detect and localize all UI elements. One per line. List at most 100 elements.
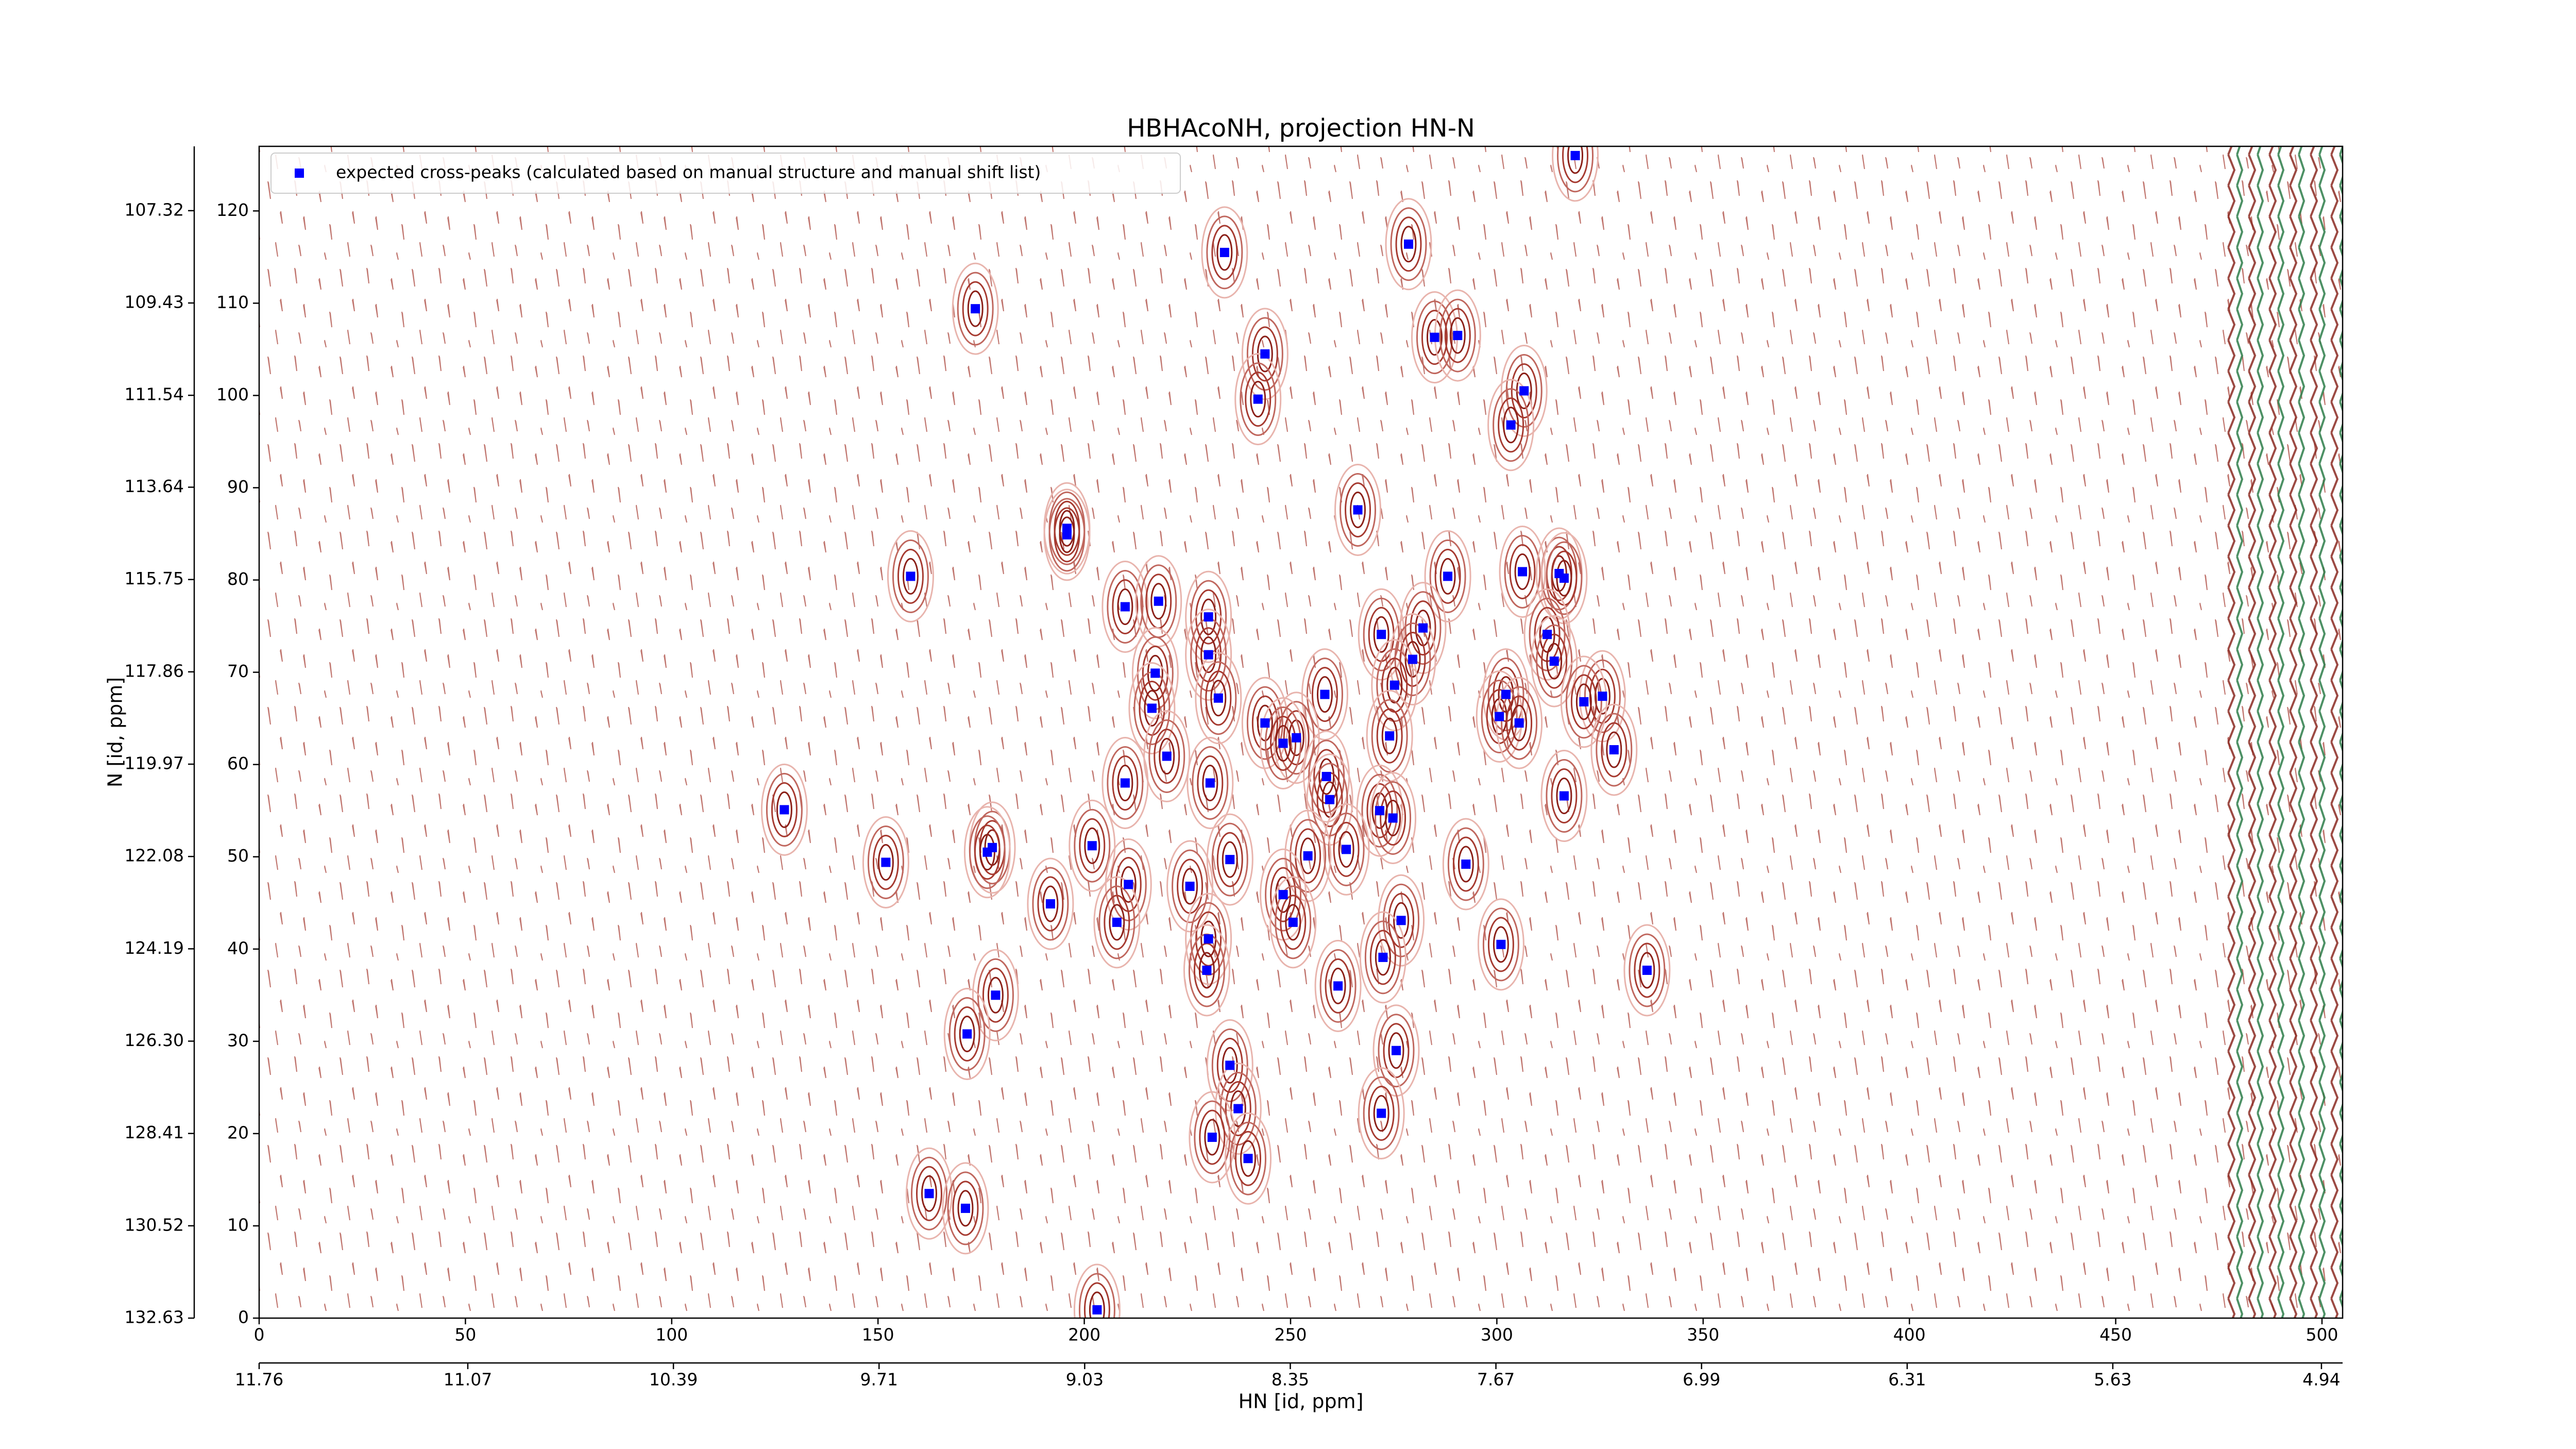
peak-contour <box>1314 939 1362 1032</box>
y2-tick-label: 119.97 <box>125 753 184 773</box>
y-tick-label: 100 <box>216 384 249 405</box>
peak-contour <box>1361 773 1398 848</box>
peak-contour <box>1634 942 1660 998</box>
cross-peak <box>1378 952 1388 962</box>
cross-peak <box>881 857 891 867</box>
peak-contour <box>1222 1047 1238 1084</box>
peak-contour <box>1394 622 1431 697</box>
peak-contour <box>1154 729 1180 784</box>
peak-contour <box>1373 616 1389 653</box>
peak-contour <box>1316 676 1333 713</box>
peak-contour <box>1476 670 1523 763</box>
cross-peak <box>1642 965 1652 975</box>
cross-peak <box>1559 791 1569 801</box>
peak-contour <box>1371 699 1408 773</box>
peak-contour <box>1234 353 1282 446</box>
peak-layer <box>760 146 1671 1318</box>
cross-peak <box>1388 813 1398 823</box>
peak-contour <box>1216 1037 1243 1093</box>
cross-peak <box>1243 1154 1253 1164</box>
peak-contour <box>1421 310 1448 365</box>
peak-contour <box>1359 911 1406 1004</box>
x2-tick-label: 11.76 <box>235 1370 283 1390</box>
peak-contour <box>1376 648 1413 722</box>
peak-contour <box>902 558 919 595</box>
peak-contour <box>1107 569 1144 644</box>
y2-tick-label: 122.08 <box>125 846 184 866</box>
peak-contour <box>1197 755 1224 811</box>
y2-tick-label: 128.41 <box>125 1122 184 1142</box>
peak-contour <box>1246 686 1283 760</box>
peak-contour <box>1511 704 1528 742</box>
peak-contour <box>1330 967 1346 1004</box>
peak-contour <box>1424 530 1471 622</box>
legend-marker <box>295 169 304 178</box>
y2-tick-label: 126.30 <box>125 1030 184 1050</box>
peak-contour <box>1200 661 1237 735</box>
peak-contour <box>1275 885 1312 959</box>
peak-contour <box>1369 930 1396 985</box>
peak-contour <box>1556 778 1572 815</box>
peak-contour <box>1551 768 1578 824</box>
peak-contour <box>1575 683 1592 720</box>
x-tick-label: 300 <box>1481 1325 1513 1345</box>
peak-contour <box>1260 697 1307 789</box>
peak-contour <box>1319 949 1357 1023</box>
peak-contour <box>771 782 798 837</box>
peak-contour <box>1042 885 1059 922</box>
cross-peak <box>1518 567 1528 577</box>
peak-contour <box>1501 686 1538 760</box>
y-tick-label: 60 <box>227 753 249 773</box>
peak-contour <box>957 1190 974 1227</box>
peak-contour <box>1246 317 1283 391</box>
peak-contour <box>916 1166 942 1221</box>
y2-tick-label: 117.86 <box>125 661 184 681</box>
cross-peak <box>1418 623 1428 633</box>
peak-contour <box>1639 952 1655 989</box>
peak-contour <box>1265 857 1302 932</box>
x-tick-label: 150 <box>862 1325 894 1345</box>
peak-contour <box>872 834 899 890</box>
cross-peak <box>1377 630 1386 639</box>
cross-peak <box>1325 795 1335 804</box>
cross-peak <box>1154 596 1163 606</box>
peak-contour <box>1363 597 1400 671</box>
peak-contour <box>1439 298 1476 373</box>
peak-contour <box>1509 544 1536 599</box>
peak-contour <box>1376 708 1403 764</box>
y2-tick-label: 130.52 <box>125 1215 184 1235</box>
peak-contour <box>1429 539 1466 613</box>
peak-contour <box>1584 659 1621 733</box>
peak-contour <box>1562 146 1589 183</box>
cross-peak <box>1408 654 1418 664</box>
cross-peak <box>1207 1133 1217 1142</box>
peak-contour <box>1493 388 1530 462</box>
cross-peak <box>1204 612 1213 622</box>
y-tick-label: 10 <box>227 1215 249 1235</box>
peak-contour <box>1506 695 1533 751</box>
cross-peak <box>1278 738 1288 748</box>
peak-contour <box>1251 326 1278 382</box>
cross-peak <box>1514 718 1524 728</box>
peak-contour <box>1250 381 1266 418</box>
peak-contour <box>1199 1109 1226 1165</box>
peak-contour <box>1054 507 1080 563</box>
peak-contour <box>1230 1090 1246 1127</box>
peak-contour <box>974 824 1001 880</box>
cross-peak <box>1320 689 1330 699</box>
peak-contour <box>1325 958 1351 1014</box>
x2-tick-label: 4.94 <box>2302 1370 2340 1390</box>
peak-contour <box>1202 764 1218 801</box>
peak-contour <box>1546 759 1583 833</box>
peak-contour <box>1416 300 1453 375</box>
peak-contour <box>1300 837 1316 874</box>
peak-contour <box>1378 1014 1415 1088</box>
peak-contour <box>1110 847 1147 921</box>
peak-contour <box>1206 813 1253 906</box>
peak-contour <box>897 548 924 604</box>
peak-contour <box>1373 1094 1389 1132</box>
peak-contour <box>1333 821 1360 877</box>
y-tick-label: 90 <box>227 477 249 497</box>
peak-contour <box>1185 609 1232 701</box>
y2-tick-label: 124.19 <box>125 938 184 958</box>
